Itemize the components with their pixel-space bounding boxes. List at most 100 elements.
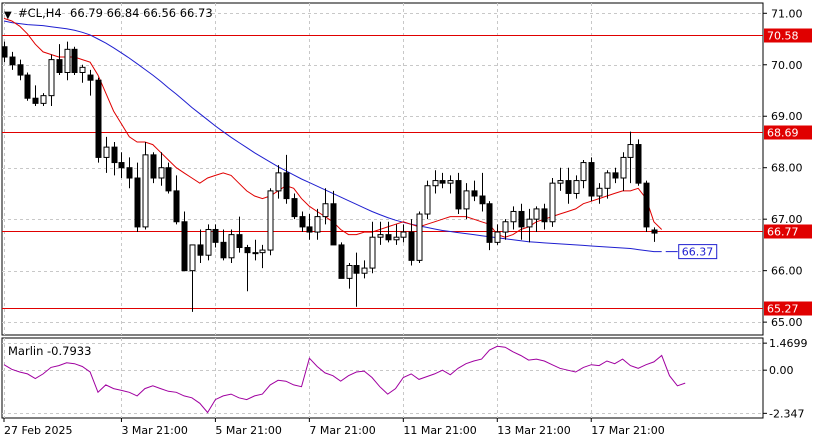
price-tick-label: 68.00 <box>771 162 803 175</box>
candle-up <box>510 210 517 223</box>
level-label: 66.77 <box>767 226 799 239</box>
horizontal-levels[interactable]: 70.58 68.69 66.77 65.27 <box>2 28 812 316</box>
candle-down <box>1 46 8 58</box>
level-label: 70.58 <box>767 30 799 43</box>
candle-down <box>212 228 219 243</box>
symbol-label: #CL,H4 <box>18 6 62 20</box>
price-tick-label: 67.00 <box>771 213 803 226</box>
candle-up <box>502 221 509 233</box>
candle-up <box>377 234 384 238</box>
candle-down <box>32 97 39 104</box>
marlin-oscillator: Marlin -0.7933 <box>3 344 686 414</box>
grid-lines <box>2 3 763 418</box>
candle-up <box>573 180 580 194</box>
candle-up <box>549 182 556 223</box>
level-label-box <box>764 28 812 43</box>
candle-down <box>588 162 595 197</box>
candle-up <box>400 231 407 238</box>
candle-down <box>236 234 243 248</box>
candle-up <box>393 236 400 241</box>
ma-label-box <box>678 244 718 260</box>
candle-up <box>361 267 368 274</box>
candle-up <box>259 249 266 254</box>
candle-up <box>275 172 282 192</box>
time-tick-label: 3 Mar 21:00 <box>121 424 187 437</box>
level-label: 68.69 <box>767 127 799 140</box>
level-label-box <box>764 224 812 239</box>
candle-down <box>181 221 188 272</box>
candle-down <box>353 265 360 274</box>
candle-down <box>111 146 118 164</box>
candle-down <box>173 190 180 223</box>
price-tick-label: 65.00 <box>771 316 803 329</box>
candle-up <box>189 244 196 272</box>
candle-down <box>338 244 345 279</box>
candle-down <box>197 244 204 256</box>
time-tick-label: 7 Mar 21:00 <box>309 424 375 437</box>
candle-down <box>306 226 313 233</box>
price-tick-label: 70.00 <box>771 59 803 72</box>
candle-down <box>299 216 306 228</box>
candle-down <box>165 167 172 192</box>
candles <box>1 41 658 312</box>
price-tick-label: 69.00 <box>771 110 803 123</box>
time-tick-label: 13 Mar 21:00 <box>497 424 570 437</box>
candle-up <box>627 144 634 158</box>
candle-down <box>95 79 102 158</box>
candle-down <box>612 172 619 179</box>
chart-header: ▼ #CL,H4 66.79 66.84 66.56 66.73 <box>4 6 213 21</box>
candle-down <box>87 74 94 81</box>
candle-down <box>486 203 493 243</box>
candle-up <box>40 95 47 104</box>
candle-down <box>291 198 298 218</box>
candle-up <box>205 228 212 256</box>
candle-up <box>557 180 564 184</box>
candle-up <box>103 146 110 158</box>
oscillator-title: Marlin -0.7933 <box>8 344 91 358</box>
level-label-box <box>764 125 812 140</box>
candle-down <box>244 246 251 254</box>
candle-up <box>369 236 376 269</box>
level-label-box <box>764 301 812 316</box>
candle-down <box>17 64 24 76</box>
candle-up <box>604 172 611 189</box>
candle-down <box>9 56 16 66</box>
candle-up <box>463 190 470 210</box>
candle-up <box>228 234 235 259</box>
time-tick-label: 5 Mar 21:00 <box>215 424 281 437</box>
candle-down <box>220 241 227 259</box>
candle-down <box>330 203 337 246</box>
candle-down <box>479 195 486 205</box>
candle-up <box>252 252 259 255</box>
price-axis: 71.00 70.00 69.00 68.00 67.00 66.00 65.00 1.469… <box>763 7 808 420</box>
oscillator-tick-label: 1.4699 <box>769 337 808 350</box>
candle-up <box>267 190 274 251</box>
oscillator-panel-border <box>1 337 764 419</box>
candle-up <box>158 167 165 179</box>
candle-down <box>439 180 446 184</box>
candle-up <box>526 218 533 228</box>
ma-label: 66.37 <box>682 246 714 259</box>
dropdown-arrow-icon[interactable]: ▼ <box>4 10 12 21</box>
level-label: 65.27 <box>767 303 799 316</box>
time-tick-label: 27 Feb 2025 <box>4 424 72 437</box>
candle-up <box>580 162 587 182</box>
candle-down <box>565 180 572 194</box>
candle-down <box>651 229 658 234</box>
candle-up <box>596 187 603 197</box>
candle-down <box>635 144 642 184</box>
candle-down <box>71 48 78 73</box>
candle-up <box>494 231 501 243</box>
candle-up <box>64 48 71 73</box>
candle-up <box>447 180 454 184</box>
price-tick-label: 71.00 <box>771 7 803 20</box>
candle-up <box>416 213 423 261</box>
candle-down <box>24 74 31 99</box>
candle-down <box>385 234 392 241</box>
candle-down <box>455 180 462 210</box>
oscillator-tick-label: -2.347 <box>769 407 804 420</box>
price-tick-label: 66.00 <box>771 265 803 278</box>
candle-up <box>533 208 540 220</box>
